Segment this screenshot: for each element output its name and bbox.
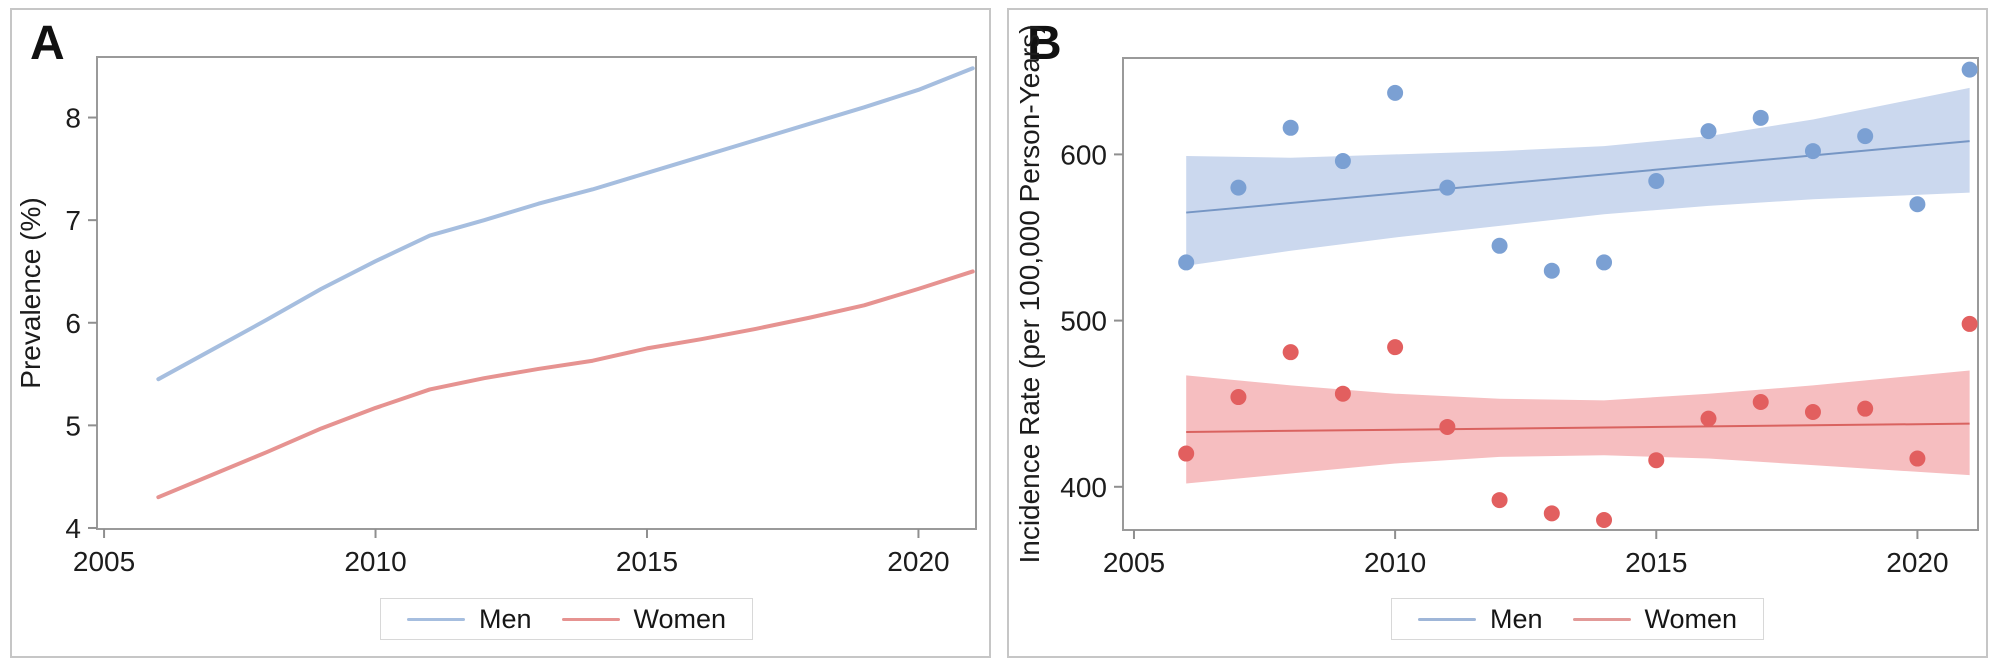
men-scatter-point [1282,119,1299,136]
men-trend-line [1186,140,1970,214]
panel-b-card: B 2005 2010 2015 2020 400 500 600 Incidence Rat… [1007,8,1988,658]
y-axis-title: Prevalence (%) [15,197,46,388]
y-tick-label: 7 [65,205,81,236]
women-scatter-point [1909,450,1926,467]
women-scatter-point [1491,492,1508,509]
men-scatter-point [1178,254,1195,271]
women-trend-line [1186,422,1970,433]
legend-label-men: Men [479,603,532,634]
women-scatter-point [1804,404,1821,420]
men-scatter-point [1491,237,1508,254]
x-tick-label: 2015 [1625,547,1687,578]
x-tick-label: 2010 [344,546,406,577]
panel-a-title: A [30,17,65,70]
men-scatter-point [1596,254,1613,271]
legend-item-women: Women [561,603,727,635]
women-scatter-point [1752,394,1769,411]
women-scatter-point [1439,418,1456,435]
men-scatter-point [1648,172,1665,189]
women-scatter-point [1596,512,1613,529]
men-line-swatch [407,617,465,621]
legend-item-women: Women [1572,603,1738,635]
plot-area [96,56,977,530]
legend-label-men: Men [1490,603,1543,634]
women-scatter-point [1387,339,1404,356]
y-tick-label: 5 [65,410,81,441]
y-tick-label: 4 [65,513,81,544]
men-scatter-point [1439,179,1456,196]
legend-label-women: Women [1644,603,1738,634]
men-scatter-point [1857,128,1874,145]
x-tick-label: 2005 [1103,547,1165,578]
women-scatter-point [1230,389,1247,406]
legend-item-men: Men [407,604,532,635]
incidence-chart-canvas: 2005 2010 2015 2020 400 500 600 Incidence Rate … [1014,24,1979,578]
men-scatter-point [1961,61,1978,78]
women-scatter-point [1543,505,1560,522]
women-line-swatch [561,617,620,621]
legend-item-men: Men [1418,604,1543,635]
y-tick-label: 400 [1060,472,1107,503]
men-scatter-point [1230,179,1247,196]
legend-label-women: Women [633,603,727,634]
x-tick-label: 2010 [1364,547,1426,578]
women-line-swatch [1572,617,1631,621]
women-scatter-point [1282,344,1299,361]
women-scatter-point [1700,410,1717,427]
men-scatter-point [1804,143,1821,160]
x-tick-label: 2005 [73,546,135,577]
y-tick-label: 500 [1060,306,1107,337]
men-scatter-point [1387,84,1404,101]
women-line [156,269,975,500]
x-tick-label: 2020 [1886,547,1948,578]
y-tick-label: 600 [1060,139,1107,170]
women-scatter-point [1857,400,1874,417]
panel-b-legend: Men Women [1391,598,1765,640]
women-scatter-point [1334,385,1351,402]
x-tick-label: 2020 [887,546,949,577]
men-scatter-point [1700,123,1717,140]
y-tick-label: 6 [65,308,81,339]
panel-a-card: A 2005 2010 2015 2020 4 5 6 7 8 Prevalence (%) Me… [10,8,991,658]
men-line [156,66,975,382]
women-scatter-point [1178,445,1195,462]
x-tick-label: 2015 [616,546,678,577]
panel-b-title: B [1027,17,1062,70]
panel-a-legend: Men Women [380,598,754,640]
men-scatter-point [1909,196,1926,213]
men-scatter-point [1752,109,1769,126]
y-tick-label: 8 [65,103,81,134]
men-scatter-point [1543,262,1560,279]
women-scatter-point [1961,315,1978,332]
women-scatter-point [1648,452,1665,469]
men-line-swatch [1418,617,1476,621]
prevalence-chart-canvas: 2005 2010 2015 2020 4 5 6 7 8 Prevalence (%) [15,56,977,577]
men-scatter-point [1334,153,1351,170]
y-axis-title: Incidence Rate (per 100,000 Person-Years… [1014,24,1045,563]
